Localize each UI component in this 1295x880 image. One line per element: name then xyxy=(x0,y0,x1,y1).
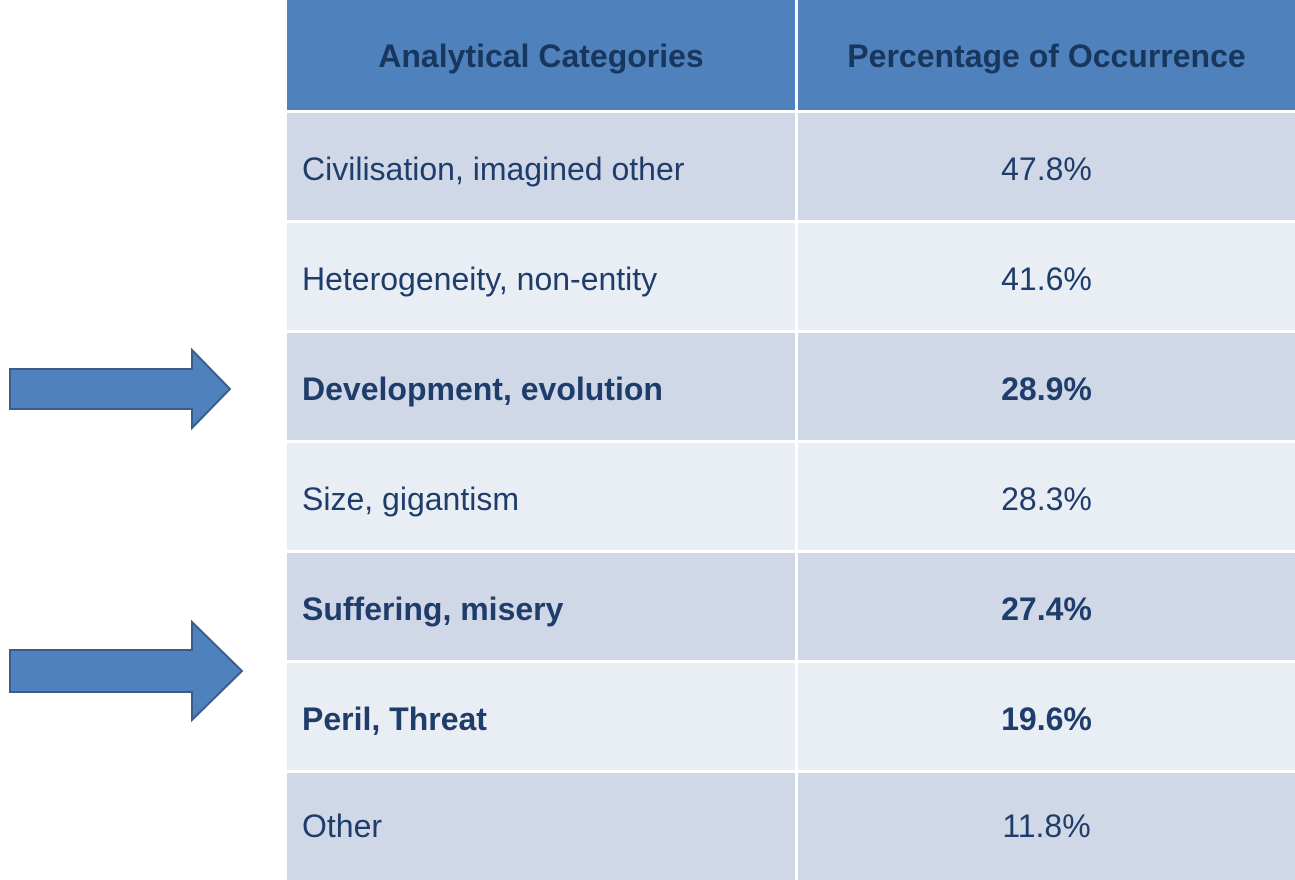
category: Civilisation, imagined other xyxy=(287,113,798,226)
row: Suffering, misery 27.4% xyxy=(287,550,1295,665)
category: Heterogeneity, non-entity xyxy=(287,223,798,335)
percentage: 47.8% xyxy=(1001,151,1092,187)
row: Other 11.8% xyxy=(287,770,1295,880)
header-row: Analytical Categories Percentage of Occu… xyxy=(287,0,1295,113)
row: Heterogeneity, non-entity 41.6% xyxy=(287,220,1295,335)
percentage: 19.6% xyxy=(1001,700,1092,737)
arrow xyxy=(9,619,244,723)
percentage: 41.6% xyxy=(1001,260,1092,297)
row: Civilisation, imagined other 47.8% xyxy=(287,110,1295,226)
category: Size, gigantism xyxy=(287,443,798,555)
table: Analytical Categories Percentage of Occu… xyxy=(287,0,1295,880)
percentage: 28.3% xyxy=(1001,480,1092,517)
header-cell: Percentage of Occurrence xyxy=(847,38,1246,74)
row: Development, evolution 28.9% xyxy=(287,330,1295,445)
arrow xyxy=(9,347,232,431)
category: Peril, Threat xyxy=(287,663,798,775)
percentage: 27.4% xyxy=(1001,590,1092,627)
category: Suffering, misery xyxy=(287,553,798,665)
category: Other xyxy=(287,773,798,880)
percentage: 28.9% xyxy=(1001,370,1092,407)
header-cell: Analytical Categories xyxy=(287,0,798,113)
category: Development, evolution xyxy=(287,333,798,445)
arrows xyxy=(9,347,244,723)
row: Peril, Threat 19.6% xyxy=(287,660,1295,775)
percentage: 11.8% xyxy=(1002,808,1091,844)
row: Size, gigantism 28.3% xyxy=(287,440,1295,555)
